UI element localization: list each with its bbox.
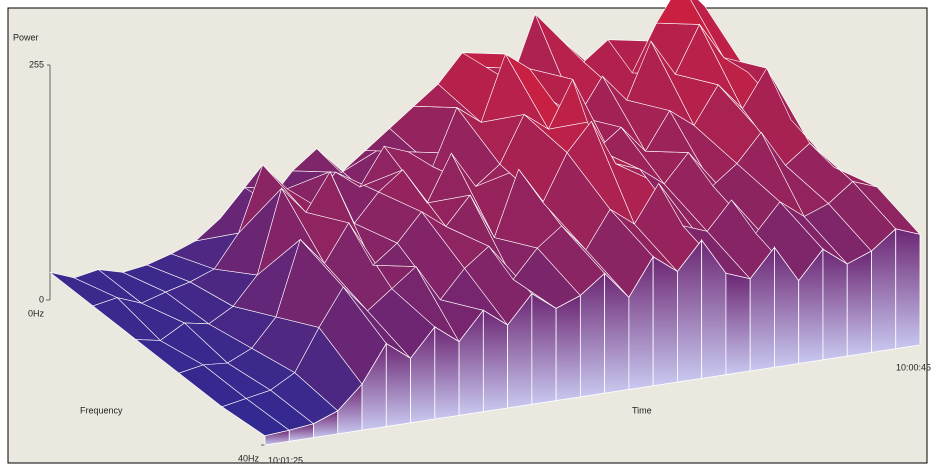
front-curtain — [555, 294, 581, 402]
front-curtain — [871, 227, 897, 353]
front-curtain — [579, 272, 606, 398]
power-axis-label: Power — [13, 32, 39, 42]
time-start-label: 10:01:25 — [268, 455, 303, 465]
front-curtain — [652, 256, 678, 387]
front-curtain — [434, 326, 460, 420]
front-curtain — [482, 309, 508, 413]
front-curtain — [725, 272, 751, 376]
front-curtain — [531, 292, 557, 405]
power-tick-label: 0 — [39, 294, 44, 304]
front-curtain — [822, 248, 848, 361]
time-axis-label: Time — [632, 405, 652, 415]
time-end-label: 10:00:45 — [896, 362, 931, 372]
front-curtain — [895, 228, 921, 350]
front-curtain — [385, 342, 411, 427]
frequency-tick-label: 0Hz — [28, 308, 45, 318]
frequency-tick-label: 40Hz — [238, 453, 260, 463]
power-tick-label: 255 — [29, 59, 44, 69]
front-curtain — [846, 250, 872, 357]
frequency-axis-label: Frequency — [80, 405, 123, 415]
